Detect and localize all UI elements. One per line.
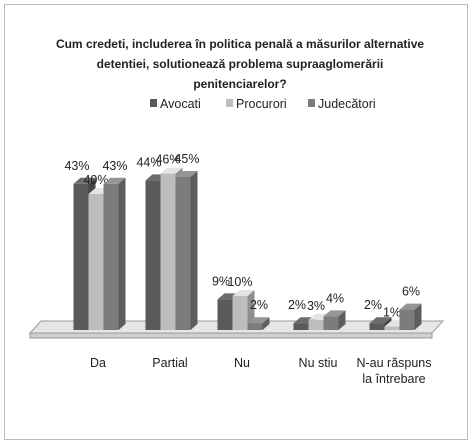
chart-frame: [4, 4, 468, 440]
bar-top: [323, 310, 346, 317]
bar-front: [145, 180, 161, 330]
bar: [323, 310, 346, 330]
bar: [175, 171, 198, 330]
x-tick-label: Da: [90, 356, 106, 370]
data-label: 2%: [288, 298, 306, 312]
bar-top: [369, 317, 392, 324]
bar-top: [399, 303, 422, 310]
bar-top: [73, 177, 96, 184]
bar-side: [414, 303, 422, 330]
data-label: 40%: [83, 173, 108, 187]
bar-front: [369, 323, 385, 330]
data-label: 9%: [212, 274, 230, 288]
bar-top: [160, 167, 183, 174]
legend-label: Avocati: [160, 97, 201, 111]
x-tick-label: Nu: [234, 356, 250, 370]
bar-front: [232, 296, 248, 330]
bar-top: [175, 171, 198, 177]
data-label: 2%: [250, 298, 268, 312]
x-tick-label: Nu stiu: [298, 356, 338, 370]
bar: [103, 177, 126, 330]
bar: [247, 317, 270, 330]
bar-top: [232, 290, 255, 296]
bar-front: [103, 183, 119, 330]
bar: [232, 290, 255, 330]
legend-swatch: [308, 99, 315, 107]
bar-side: [190, 171, 198, 330]
data-label: 43%: [64, 159, 89, 173]
bar-front: [293, 323, 309, 330]
x-tick-label: N-au răspuns la întrebare: [356, 356, 432, 386]
bar-front: [384, 326, 400, 330]
legend-label: Judecători: [318, 97, 376, 111]
bar-front: [323, 316, 339, 330]
data-label: 10%: [227, 275, 252, 289]
bar-front: [88, 194, 104, 330]
data-label: 46%: [155, 153, 180, 167]
data-label: 3%: [307, 299, 325, 313]
data-label: 4%: [326, 291, 344, 305]
data-label: 44%: [136, 155, 161, 169]
legend-swatch: [226, 99, 233, 107]
chart-title: Cum credeti, includerea în politica pena…: [55, 37, 425, 91]
legend-swatch: [150, 99, 157, 107]
data-label: 6%: [402, 285, 420, 299]
x-tick-label: Partial: [152, 356, 188, 370]
bar-front: [399, 309, 415, 330]
floor-front: [29, 332, 433, 339]
bar-side: [338, 310, 346, 330]
bar-top: [247, 317, 270, 324]
bar-front: [308, 319, 324, 330]
data-label: 43%: [102, 159, 127, 173]
bar-front: [247, 323, 263, 330]
bar-front: [160, 173, 176, 330]
bar-top: [103, 177, 126, 184]
bar-side: [118, 177, 126, 330]
bar-front: [73, 183, 89, 330]
bar-front: [175, 177, 191, 330]
legend-label: Procurori: [236, 97, 287, 111]
bar-front: [217, 299, 233, 330]
bar: [399, 303, 422, 330]
data-label: 1%: [383, 306, 401, 320]
bar-side: [262, 317, 270, 330]
data-label: 45%: [174, 152, 199, 166]
data-label: 2%: [364, 298, 382, 312]
